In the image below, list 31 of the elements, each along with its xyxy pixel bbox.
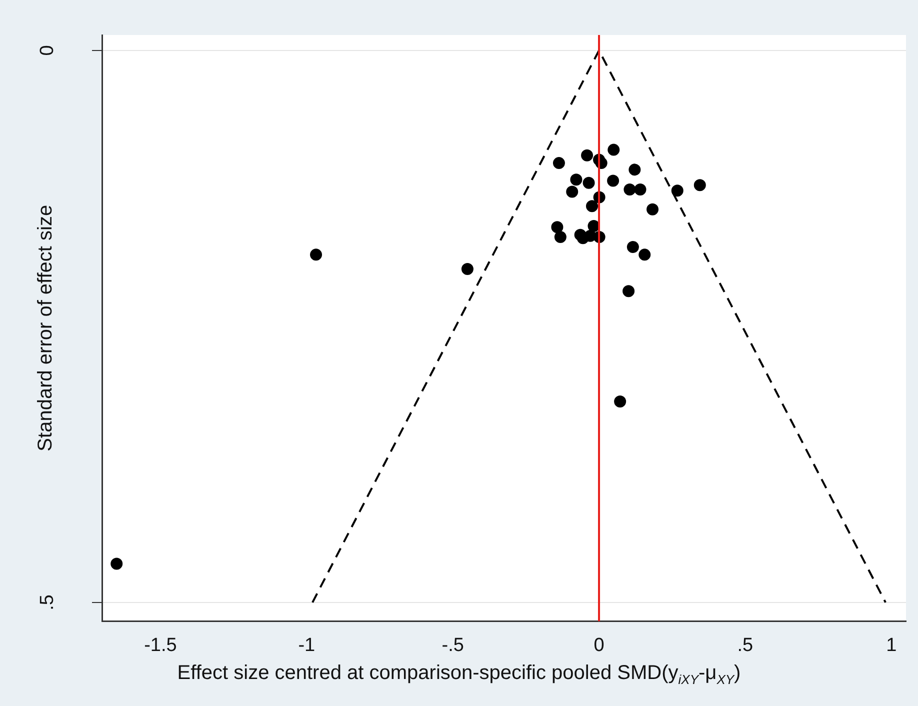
point: [626, 240, 639, 253]
point: [570, 174, 582, 186]
x-tick-label: -1: [298, 634, 316, 656]
point: [694, 179, 706, 192]
point: [608, 144, 620, 156]
point: [586, 200, 598, 212]
x-tick-label: .5: [737, 634, 754, 656]
x-tick-label: 1: [886, 634, 897, 656]
point: [551, 221, 564, 234]
point: [581, 149, 594, 162]
point: [628, 164, 641, 176]
point: [552, 157, 565, 170]
point: [566, 186, 578, 198]
point: [607, 174, 620, 187]
x-tick-label: -1.5: [144, 634, 177, 656]
point: [624, 184, 636, 196]
x-tick-label: 0: [594, 634, 604, 656]
point: [638, 248, 651, 261]
x-axis-title: Effect size centred at comparison-specific pooled SMD(y$_{iXY}$-μ$_{XY}$): [176, 662, 742, 687]
point: [634, 184, 646, 196]
point: [622, 285, 635, 298]
point: [310, 248, 322, 261]
point: [582, 176, 595, 189]
point: [671, 184, 684, 197]
point: [554, 231, 566, 244]
point: [646, 203, 659, 216]
point: [614, 396, 626, 408]
point: [461, 263, 474, 276]
y-axis-title: Standard error of effect size: [34, 204, 57, 452]
point: [110, 558, 123, 570]
x-tick-label: -.5: [442, 634, 464, 656]
